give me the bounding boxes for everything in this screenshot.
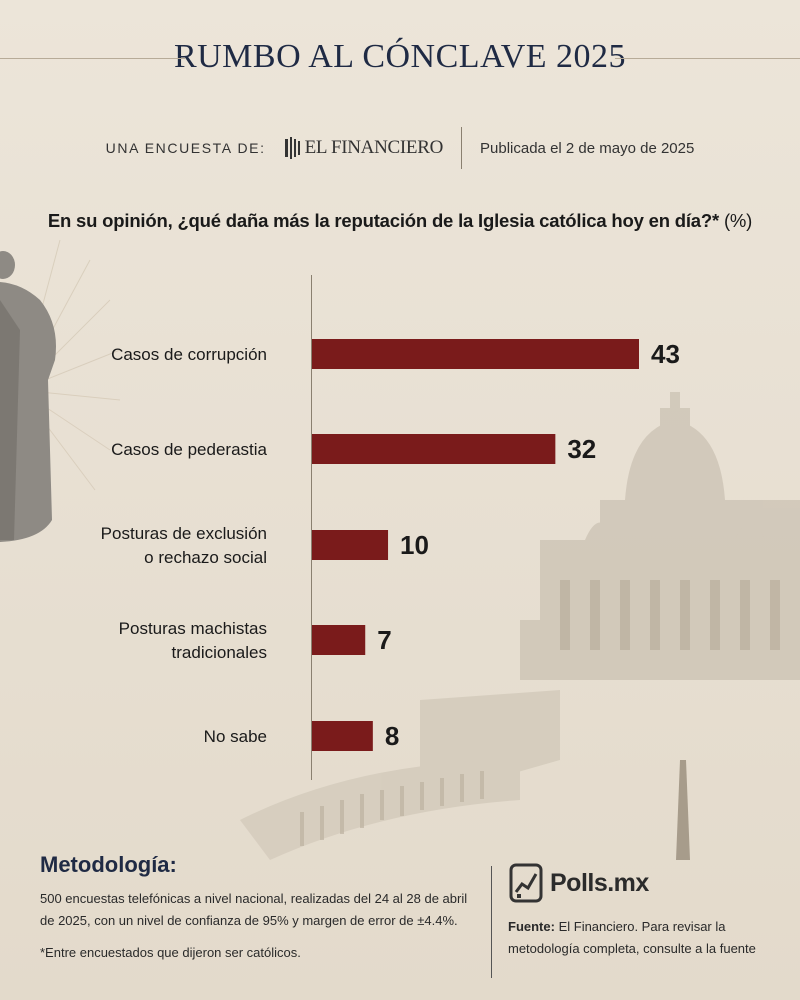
methodology-footnote: *Entre encuestados que dijeron ser catól…	[40, 945, 301, 960]
bars-layer: 43 Casos de corrupción 32 Casos de pederast…	[101, 339, 680, 751]
page-title: RUMBO AL CÓNCLAVE 2025	[173, 38, 627, 75]
methodology-section: Metodología: 500 encuestas telefónicas a…	[40, 852, 470, 974]
source-text: El Financiero. Para revisar la metodolog…	[508, 919, 756, 956]
title-rule-left	[0, 58, 185, 59]
category-label-3-line-1: Posturas de exclusión	[101, 524, 267, 543]
publisher-mark-icon	[284, 137, 300, 159]
basilica-windows	[560, 580, 780, 650]
source-note: Fuente: El Financiero. Para revisar la m…	[508, 916, 778, 960]
question-unit: (%)	[723, 210, 753, 231]
pollsmx-chart-icon	[509, 863, 543, 903]
methodology-body: 500 encuestas telefónicas a nivel nacion…	[40, 891, 468, 928]
category-label-5: No sabe	[204, 727, 267, 746]
bar-1	[312, 339, 639, 369]
survey-question: En su opinión, ¿qué daña más la reputaci…	[0, 210, 800, 232]
category-label-4-line-2: tradicionales	[172, 643, 267, 662]
pollsmx-name: Polls.mx	[550, 868, 649, 897]
byline-label: UNA ENCUESTA DE:	[105, 140, 266, 156]
bar-4	[312, 625, 366, 655]
source-section: Polls.mx Fuente: El Financiero. Para rev…	[508, 860, 778, 960]
title-rule-right	[615, 58, 800, 59]
pope-figure	[0, 251, 56, 542]
byline-divider	[461, 127, 463, 169]
byline: UNA ENCUESTA DE: EL FINANCIERO Publicada…	[0, 127, 800, 169]
bar-5	[312, 721, 373, 751]
obelisk	[676, 760, 690, 860]
publisher-logo: EL FINANCIERO	[284, 137, 443, 159]
colonnade-columns	[300, 771, 484, 846]
value-label-4: 7	[377, 625, 391, 655]
footer-divider	[491, 866, 492, 978]
value-label-1: 43	[651, 339, 680, 369]
publisher-name: EL FINANCIERO	[304, 137, 444, 158]
question-text: En su opinión, ¿qué daña más la reputaci…	[47, 210, 719, 231]
category-label-3-line-2: o rechazo social	[144, 548, 267, 567]
category-label-4-line-1: Posturas machistas	[119, 619, 267, 638]
pollsmx-logo: Polls.mx	[508, 860, 778, 906]
category-label-2: Casos de pederastia	[111, 440, 267, 459]
methodology-heading: Metodología:	[40, 852, 177, 877]
bar-3	[312, 530, 389, 560]
bar-2	[312, 434, 556, 464]
value-label-3: 10	[400, 530, 429, 560]
value-label-5: 8	[385, 721, 399, 751]
publication-date: Publicada el 2 de mayo de 2025	[480, 139, 695, 157]
category-label-1: Casos de corrupción	[111, 345, 267, 364]
source-label: Fuente:	[508, 919, 555, 934]
value-label-2: 32	[567, 434, 596, 464]
